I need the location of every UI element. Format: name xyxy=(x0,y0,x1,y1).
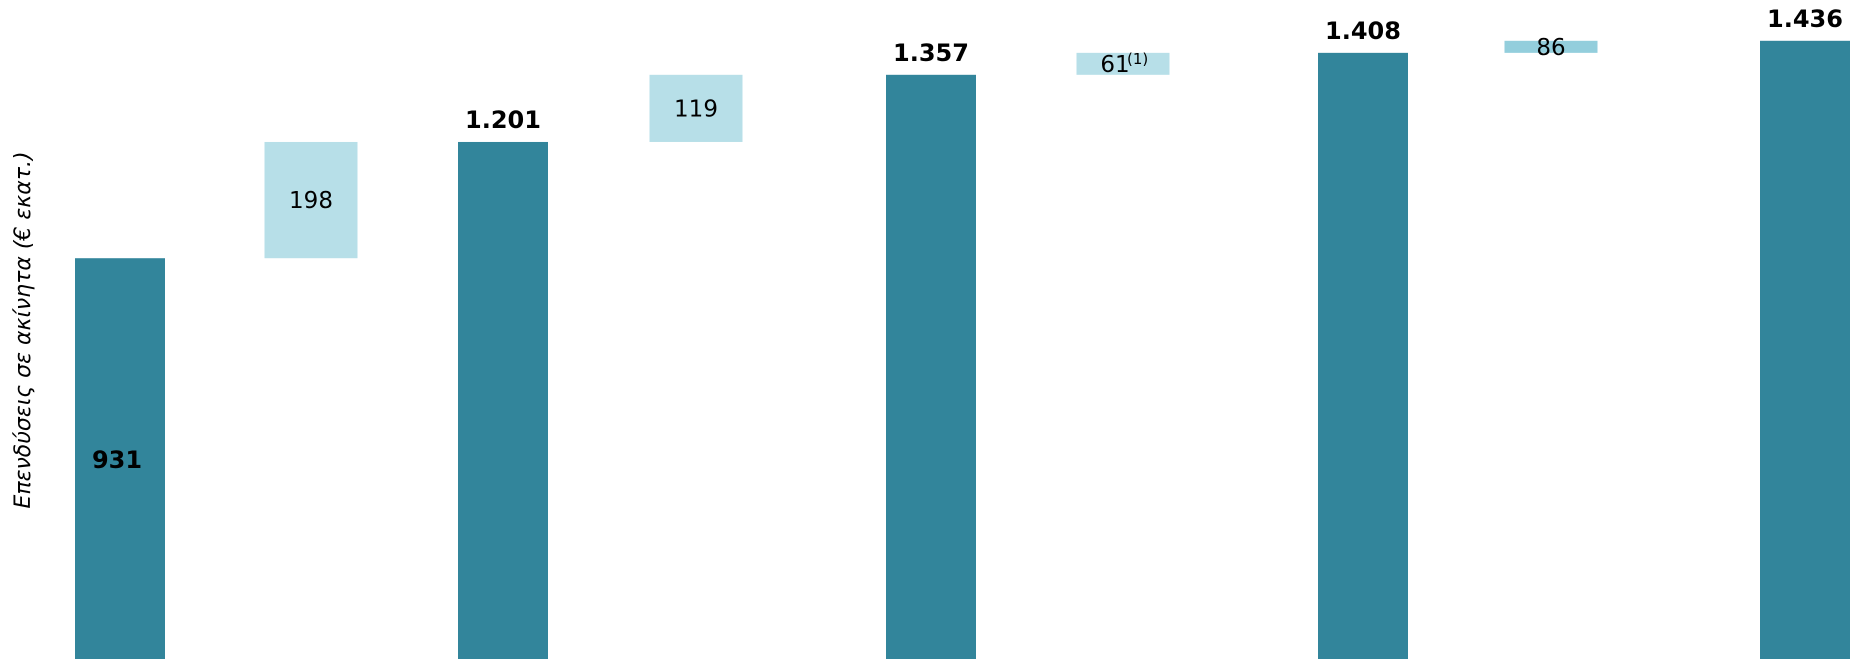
y-axis-label: Επενδύσεις σε ακίνητα (€ εκατ.) xyxy=(11,151,36,508)
chart-marks: 931 198 1.201 119 1.357 61(1) 1.408 86 1.436 xyxy=(75,5,1850,660)
increment-bar xyxy=(1076,52,1170,75)
increment-bar xyxy=(264,141,358,259)
total-bar xyxy=(1318,52,1408,659)
increment-bar xyxy=(649,74,743,142)
increment-bar xyxy=(1504,40,1598,53)
total-bar xyxy=(458,141,548,660)
total-bar xyxy=(886,74,976,659)
total-value-label: 931 xyxy=(92,446,142,474)
increment-value-label: 198 xyxy=(289,188,333,214)
increment-value-label: 61 xyxy=(1100,52,1129,78)
total-value-label: 1.201 xyxy=(465,106,541,134)
total-value-label: 1.357 xyxy=(893,39,969,67)
increment-value-label: 86 xyxy=(1536,35,1565,61)
total-value-label: 1.436 xyxy=(1767,5,1843,33)
total-value-label: 1.408 xyxy=(1325,17,1401,45)
increment-value-label: 119 xyxy=(674,96,718,122)
total-bar xyxy=(75,258,165,659)
footnote-marker: (1) xyxy=(1127,50,1148,68)
total-bar xyxy=(1760,40,1850,659)
